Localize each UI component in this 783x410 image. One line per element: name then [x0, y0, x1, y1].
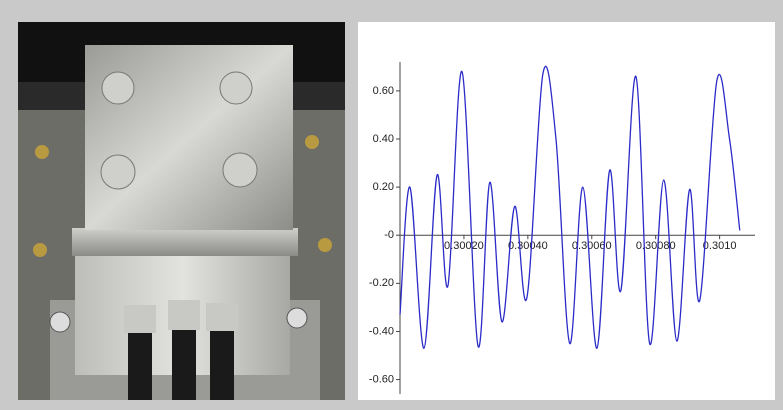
data-line: [399, 65, 741, 349]
fixture: [219, 71, 253, 105]
y-tick-label: 0.20: [373, 181, 394, 193]
x-tick-label: 0.3010: [703, 240, 737, 252]
connector: [168, 300, 200, 330]
screw-hole: [305, 135, 319, 149]
fixture: [101, 71, 135, 105]
chart: 0.60 0.40 0.20 -0 -0.20 -0.40 -0.60 0.30020 0.30…: [369, 62, 755, 394]
stage-front: [72, 228, 298, 256]
connector: [206, 303, 238, 331]
y-tick-label: 0.60: [373, 85, 394, 97]
y-tick-label: -0.40: [369, 325, 394, 337]
bolt: [286, 307, 308, 329]
bolt: [49, 311, 71, 333]
fixture: [222, 152, 258, 188]
y-tick-label: -0.60: [369, 373, 394, 385]
connector: [124, 305, 156, 333]
x-tick-label: 0.30020: [444, 240, 484, 252]
photo: [18, 22, 345, 400]
screw-hole: [35, 145, 49, 159]
y-tick-label: 0.40: [373, 133, 394, 145]
y-tick-label: -0.20: [369, 277, 394, 289]
screw-hole: [318, 238, 332, 252]
x-tick-label: 0.30060: [572, 240, 612, 252]
screw-hole: [33, 243, 47, 257]
x-tick-label: 0.30080: [636, 240, 676, 252]
chart-panel: [358, 22, 775, 400]
y-tick-label: -0: [384, 229, 394, 241]
fixture: [100, 154, 136, 190]
x-tick-label: 0.30040: [508, 240, 548, 252]
